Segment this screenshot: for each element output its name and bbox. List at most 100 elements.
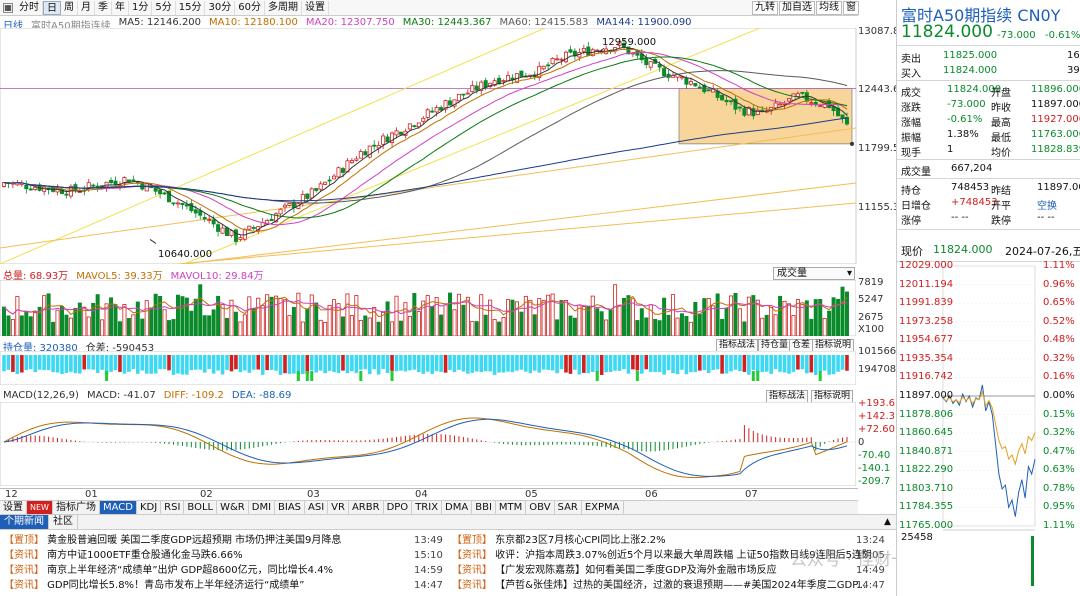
news-item-l1[interactable]: 【资讯】 南方中证1000ETF重仓股通化金马跌6.66%: [4, 548, 243, 563]
indicator-tab-9[interactable]: BIAS: [275, 501, 306, 514]
indicator-tab-12[interactable]: ARBR: [349, 501, 384, 514]
tab-period-11[interactable]: 多周期: [265, 0, 302, 15]
oi-bar: [640, 355, 644, 374]
high-pointer: [597, 47, 605, 53]
volume-bar: [278, 298, 283, 336]
quote-label: 日增仓: [901, 201, 931, 212]
ma5-label: MA5: 12146.200: [118, 17, 202, 28]
indicator-tab-18[interactable]: OBV: [526, 501, 555, 514]
candle-body: [131, 179, 136, 182]
volume-bar: [737, 308, 742, 336]
news-headline[interactable]: 东京都23区7月核心CPI同比上涨2.2%: [492, 535, 666, 546]
time-tick-7: 07: [745, 489, 758, 500]
oi-bar: [760, 355, 765, 372]
tab-period-12[interactable]: 设置: [302, 0, 329, 15]
news-item-l3[interactable]: 【资讯】 GDP同比增长5.8%！青岛市发布上半年经济运行“成绩单”: [4, 578, 304, 593]
intraday-mini-chart[interactable]: [897, 262, 1080, 596]
news-item-r0[interactable]: 【置顶】 东京都23区7月核心CPI同比上涨2.2%: [452, 533, 666, 548]
chart-tool-3[interactable]: 窗: [843, 1, 859, 15]
candle-body: [287, 202, 292, 206]
indicator-tab-6[interactable]: BOLL: [184, 501, 218, 514]
intraday-price-tick: 11878.806: [899, 408, 954, 420]
indicator-tab-0[interactable]: 设置: [0, 501, 27, 514]
candle-body: [354, 158, 359, 161]
news-headline[interactable]: 【芦哲&张佳炜】过热的美国经济，过激的衰退预期——#美国2024年季度二GDP.…: [492, 580, 867, 591]
oi-bar: [127, 355, 131, 372]
tab-period-3[interactable]: 月: [78, 0, 95, 15]
news-headline[interactable]: 【广发宏观陈嘉荔】如何看美国二季度GDP及海外金融市场反应: [492, 565, 777, 576]
oi-bar: [680, 355, 684, 370]
oi-bar: [738, 355, 742, 372]
chart-tool-2[interactable]: 均线: [816, 1, 842, 15]
indicator-tab-20[interactable]: EXPMA: [582, 501, 624, 514]
oi-bar: [653, 355, 657, 372]
candle-body: [742, 108, 747, 116]
oi-diff-bar: [296, 371, 300, 381]
indicator-tab-14[interactable]: TRIX: [412, 501, 443, 514]
tab-period-5[interactable]: 年: [112, 0, 129, 15]
volume-bar: [546, 294, 551, 336]
intraday-pct-tick: 0.15%: [1043, 408, 1075, 420]
indicator-tab-19[interactable]: SAR: [555, 501, 582, 514]
indicator-tab-7[interactable]: W&R: [217, 501, 249, 514]
indicator-tab-3[interactable]: MACD: [99, 501, 137, 514]
tab-period-2[interactable]: 周: [61, 0, 78, 15]
candle-body: [398, 131, 403, 135]
indicator-tab-1[interactable]: NEW: [27, 501, 53, 514]
news-headline[interactable]: 黄金股普遍回暖 美国二季度GDP远超预期 市场仍押注美国9月降息: [44, 535, 342, 546]
oi-bar: [363, 355, 368, 370]
indicator-dropdown[interactable]: 成交量 ▾: [773, 267, 855, 280]
indicator-tab-5[interactable]: RSI: [161, 501, 185, 514]
news-headline[interactable]: GDP同比增长5.8%！青岛市发布上半年经济运行“成绩单”: [44, 580, 305, 591]
tab-period-4[interactable]: 季: [95, 0, 112, 15]
tab-period-7[interactable]: 5分: [152, 0, 176, 15]
volume-bar: [488, 299, 493, 336]
indicator-tab-15[interactable]: DMA: [442, 501, 473, 514]
indicator-tab-16[interactable]: BBI: [472, 501, 496, 514]
indicator-tab-10[interactable]: ASI: [305, 501, 329, 514]
oi-bar: [805, 355, 809, 374]
open-interest-chart[interactable]: [0, 351, 856, 385]
volume-bar: [403, 302, 408, 336]
news-headline[interactable]: 收评：沪指本周跌3.07%创近5个月以来最大单周跌幅 上证50指数日线9连阳后5…: [492, 550, 872, 561]
quote-value: -- --: [1037, 212, 1055, 223]
volume-bar: [657, 320, 662, 336]
chart-tool-1[interactable]: 加自选: [779, 1, 815, 15]
buy-volume: 39: [1067, 65, 1080, 76]
chart-tool-0[interactable]: 九转: [752, 1, 778, 15]
tab-period-9[interactable]: 30分: [205, 0, 236, 15]
volume-bar: [193, 298, 198, 336]
news-item-l2[interactable]: 【资讯】 南京上半年经济“成绩单”出炉 GDP超8600亿元，同比增长4.4%: [4, 563, 333, 578]
indicator-tab-17[interactable]: MTM: [496, 501, 527, 514]
tab-period-1[interactable]: 日: [43, 0, 61, 15]
tab-period-8[interactable]: 15分: [176, 0, 206, 15]
oi-bar: [292, 355, 296, 374]
volume-bar: [760, 317, 765, 336]
news-item-r2[interactable]: 【资讯】 【广发宏观陈嘉荔】如何看美国二季度GDP及海外金融市场反应: [452, 563, 777, 578]
tab-period-0[interactable]: 分时: [16, 0, 43, 15]
layout-icon[interactable]: ▦: [3, 2, 13, 13]
indicator-tab-13[interactable]: DPO: [384, 501, 413, 514]
tab-period-6[interactable]: 1分: [129, 0, 153, 15]
volume-bar: [229, 299, 234, 336]
indicator-tab-2[interactable]: 指标广场: [53, 501, 100, 514]
expand-icon[interactable]: ▲: [884, 517, 891, 527]
news-item-l0[interactable]: 【置顶】 黄金股普遍回暖 美国二季度GDP远超预期 市场仍押注美国9月降息: [4, 533, 341, 548]
indicator-tab-11[interactable]: VR: [328, 501, 349, 514]
indicator-tab-4[interactable]: KDJ: [137, 501, 162, 514]
news-time: 14:47: [856, 580, 885, 591]
candlestick-chart[interactable]: [0, 28, 896, 264]
oi-bar: [256, 355, 261, 370]
news-item-r1[interactable]: 【资讯】 收评：沪指本周跌3.07%创近5个月以来最大单周跌幅 上证50指数日线…: [452, 548, 872, 563]
news-tab-1[interactable]: 社区: [49, 515, 78, 529]
news-headline[interactable]: 南京上半年经济“成绩单”出炉 GDP超8600亿元，同比增长4.4%: [44, 565, 334, 576]
tab-period-10[interactable]: 60分: [235, 0, 265, 15]
indicator-tab-8[interactable]: DMI: [249, 501, 276, 514]
volume-chart[interactable]: [0, 280, 856, 336]
macd-chart[interactable]: [0, 402, 856, 486]
news-item-r3[interactable]: 【资讯】 【芦哲&张佳炜】过热的美国经济，过激的衰退预期——#美国2024年季度…: [452, 578, 866, 593]
news-headline[interactable]: 南方中证1000ETF重仓股通化金马跌6.66%: [44, 550, 243, 561]
candle-body: [541, 65, 546, 70]
oi-bar: [671, 355, 675, 374]
news-tab-0[interactable]: 个期新闻: [0, 515, 49, 529]
